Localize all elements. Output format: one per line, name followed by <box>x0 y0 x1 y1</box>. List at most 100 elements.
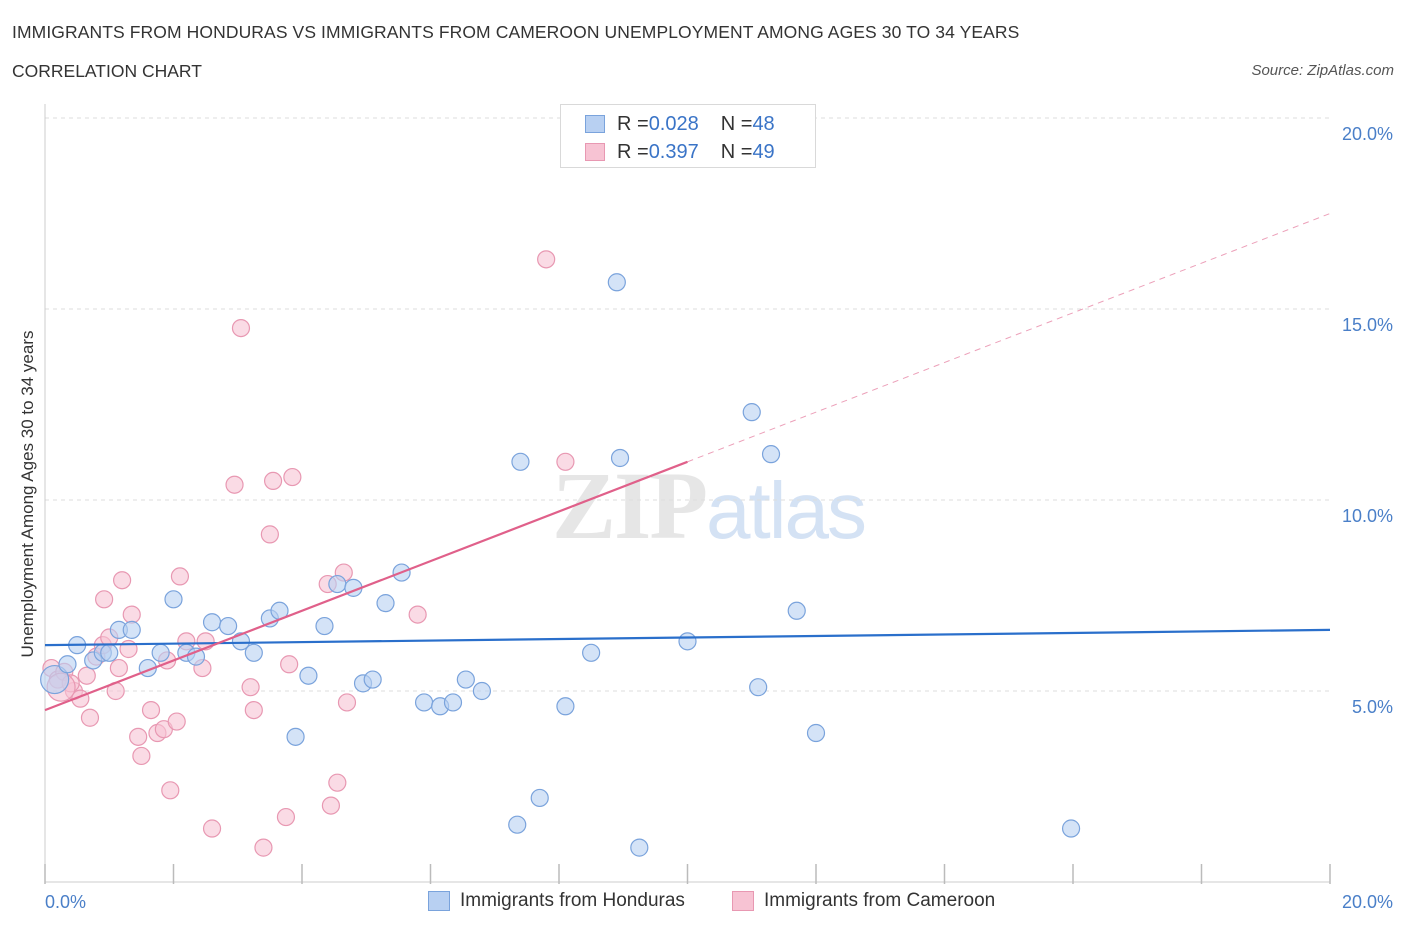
chart-title: IMMIGRANTS FROM HONDURAS VS IMMIGRANTS F… <box>12 22 1020 42</box>
cameroon-point <box>129 727 148 746</box>
grid-layer <box>45 117 1330 692</box>
honduras-point <box>328 574 347 594</box>
honduras-n-label: N = <box>720 112 753 135</box>
honduras-point <box>1061 819 1081 838</box>
honduras-point <box>761 445 781 464</box>
cameroon-point <box>112 571 132 590</box>
y-tick-label: 5.0% <box>1352 697 1393 717</box>
honduras-point <box>456 670 475 689</box>
honduras-point <box>787 601 806 620</box>
cameroon-point <box>95 590 114 609</box>
honduras-point <box>508 815 527 834</box>
cameroon-point <box>537 250 556 269</box>
honduras-r-value: 0.028 <box>648 112 699 135</box>
watermark-atlas: atlas <box>706 466 867 555</box>
honduras-point <box>443 693 463 712</box>
cameroon-legend-swatch <box>732 891 754 911</box>
cameroon-point <box>161 781 180 800</box>
axis-layer: 5.0% 10.0% 15.0% 20.0% 0.0% 20.0% <box>44 104 1393 912</box>
honduras-point <box>58 655 77 674</box>
y-tick-label: 15.0% <box>1342 315 1393 335</box>
honduras-point <box>244 643 263 662</box>
cameroon-point <box>321 796 341 815</box>
honduras-r-label: R = <box>617 112 649 135</box>
y-tick-label: 20.0% <box>1342 124 1393 144</box>
honduras-point <box>472 681 491 701</box>
cameroon-points <box>42 250 575 857</box>
honduras-point <box>202 613 222 632</box>
honduras-point <box>556 697 575 716</box>
watermark-zip: ZIP <box>552 452 708 559</box>
cameroon-r-label: R = <box>617 140 649 163</box>
honduras-point <box>511 452 530 471</box>
legend-item-cameroon[interactable]: Immigrants from Cameroon <box>732 890 995 912</box>
honduras-legend-swatch <box>428 891 450 911</box>
cameroon-point <box>141 700 161 720</box>
cameroon-trend-extension <box>687 213 1331 463</box>
honduras-point <box>122 620 141 639</box>
honduras-point <box>630 838 649 857</box>
cameroon-point <box>80 708 100 727</box>
cameroon-point <box>167 712 186 731</box>
honduras-point <box>315 616 334 636</box>
stats-legend-cameroon: R = 0.397 N = 49 <box>585 140 775 164</box>
cameroon-point <box>254 838 273 857</box>
honduras-points <box>40 273 1081 857</box>
cameroon-point <box>283 467 302 487</box>
y-axis-title: Unemployment Among Ages 30 to 34 years <box>18 331 37 658</box>
honduras-point <box>100 643 119 662</box>
honduras-point <box>749 678 768 697</box>
cameroon-n-value: 49 <box>752 140 775 163</box>
cameroon-point <box>276 807 296 827</box>
honduras-point <box>742 403 761 422</box>
cameroon-point <box>244 700 263 720</box>
honduras-point <box>530 788 549 808</box>
watermark: ZIPatlas <box>552 450 867 561</box>
cameroon-point <box>231 319 251 338</box>
cameroon-point <box>202 819 222 838</box>
cameroon-r-value: 0.397 <box>648 140 699 163</box>
cameroon-point <box>280 655 299 674</box>
cameroon-swatch <box>585 143 605 161</box>
honduras-point <box>582 643 601 662</box>
series-legend: Immigrants from Honduras Immigrants from… <box>0 888 1406 916</box>
honduras-point <box>678 632 697 651</box>
cameroon-point <box>241 678 260 697</box>
honduras-point <box>164 590 183 609</box>
honduras-point <box>286 727 305 746</box>
trend-layer <box>44 213 1331 712</box>
x-tick-label-end: 20.0% <box>1342 892 1393 912</box>
honduras-point <box>414 693 434 712</box>
cameroon-point <box>337 693 357 712</box>
honduras-point <box>806 723 826 743</box>
honduras-point <box>40 664 70 695</box>
honduras-point <box>363 670 382 689</box>
honduras-trend-line <box>44 628 1331 647</box>
cameroon-point <box>109 658 128 678</box>
cameroon-point <box>260 525 279 544</box>
honduras-swatch <box>585 115 605 133</box>
stats-legend-honduras: R = 0.028 N = 48 <box>585 112 775 136</box>
legend-item-honduras[interactable]: Immigrants from Honduras <box>428 890 685 912</box>
cameroon-point <box>225 475 244 494</box>
cameroon-point <box>132 746 151 766</box>
cameroon-n-label: N = <box>720 140 753 163</box>
cameroon-point <box>556 452 575 471</box>
cameroon-point <box>263 471 283 490</box>
honduras-point <box>376 594 395 613</box>
legend-label-cameroon: Immigrants from Cameroon <box>764 890 996 911</box>
cameroon-point <box>328 773 347 792</box>
honduras-point <box>610 448 630 468</box>
cameroon-trend-line <box>44 460 688 712</box>
honduras-point <box>219 616 238 636</box>
cameroon-point <box>122 605 141 624</box>
chart-subtitle: CORRELATION CHART <box>12 61 202 81</box>
cameroon-point <box>408 605 427 624</box>
honduras-n-value: 48 <box>752 112 775 135</box>
cameroon-point <box>170 567 190 586</box>
x-tick-label-start: 0.0% <box>45 892 86 912</box>
honduras-point <box>607 273 626 292</box>
honduras-point <box>299 666 318 685</box>
y-tick-label: 10.0% <box>1342 506 1393 526</box>
